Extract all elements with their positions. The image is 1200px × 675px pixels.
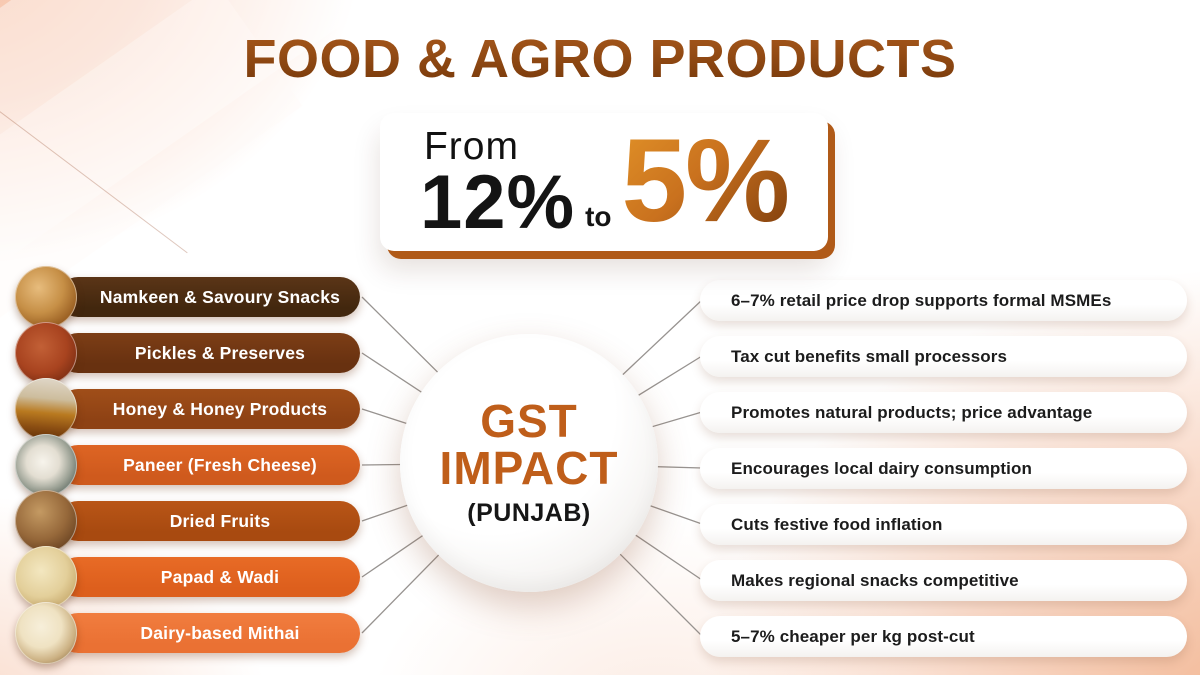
product-pill-honey: Honey & Honey Products <box>15 378 360 440</box>
product-label: Papad & Wadi <box>160 566 280 587</box>
hub-title-line1: GST <box>480 395 578 448</box>
impact-label: Makes regional snacks competitive <box>731 570 1019 590</box>
product-label: Dairy-based Mithai <box>140 622 300 643</box>
impact-label: Tax cut benefits small processors <box>731 346 1008 366</box>
product-pill-mithai: Dairy-based Mithai <box>15 602 360 664</box>
product-pill-namkeen: Namkeen & Savoury Snacks <box>15 266 360 328</box>
impact-label: Encourages local dairy consumption <box>731 458 1032 478</box>
product-pill-papad: Papad & Wadi <box>15 546 360 608</box>
impact-label: 5–7% cheaper per kg post-cut <box>731 626 975 646</box>
product-label: Dried Fruits <box>169 510 271 531</box>
rate-from-block: From 12% to <box>419 124 616 245</box>
paneer-photo-icon <box>15 434 77 496</box>
product-label: Honey & Honey Products <box>112 398 328 419</box>
impact-pill: Tax cut benefits small processors <box>700 336 1187 377</box>
papad-photo-icon <box>15 546 77 608</box>
page-title: FOOD & AGRO PRODUCTS <box>0 32 1200 86</box>
product-pill-pickles: Pickles & Preserves <box>15 322 360 384</box>
rate-connector: to <box>585 201 612 233</box>
rate-change-card: From 12% to 5% <box>380 113 828 251</box>
honey-photo-icon <box>15 378 77 440</box>
new-rate: 5% <box>621 115 791 248</box>
impact-pill: 6–7% retail price drop supports formal M… <box>700 280 1187 321</box>
product-label: Paneer (Fresh Cheese) <box>123 454 317 475</box>
product-pill-dried-fruits: Dried Fruits <box>15 490 360 552</box>
impact-pill: Promotes natural products; price advanta… <box>700 392 1187 433</box>
product-label: Namkeen & Savoury Snacks <box>99 286 341 307</box>
impact-pill: Makes regional snacks competitive <box>700 560 1187 601</box>
impact-pill: 5–7% cheaper per kg post-cut <box>700 616 1187 657</box>
impact-pill: Encourages local dairy consumption <box>700 448 1187 489</box>
pickles-photo-icon <box>15 322 77 384</box>
hub-title-line2: IMPACT <box>439 442 619 494</box>
old-rate: 12% <box>419 159 576 245</box>
product-pill-paneer: Paneer (Fresh Cheese) <box>15 434 360 496</box>
hub-subtitle: (PUNJAB) <box>467 498 591 527</box>
impact-pill: Cuts festive food inflation <box>700 504 1187 545</box>
dried-fruits-photo-icon <box>15 490 77 552</box>
rate-prefix: From <box>423 124 519 168</box>
product-label: Pickles & Preserves <box>134 342 306 363</box>
mithai-photo-icon <box>15 602 77 664</box>
impact-label: Cuts festive food inflation <box>731 514 943 534</box>
gst-impact-hub: GST IMPACT (PUNJAB) <box>400 334 658 592</box>
impact-label: Promotes natural products; price advanta… <box>731 402 1093 422</box>
impact-label: 6–7% retail price drop supports formal M… <box>731 290 1112 310</box>
namkeen-snacks-photo-icon <box>15 266 77 328</box>
